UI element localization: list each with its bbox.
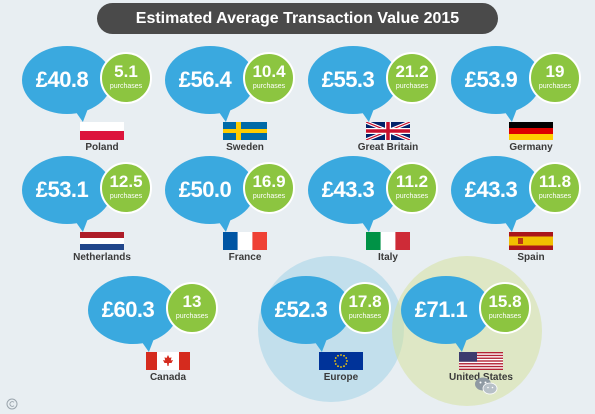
purchases-count: 5.1 bbox=[114, 62, 138, 81]
purchases-bubble: 11.2 purchases bbox=[386, 162, 438, 214]
purchases-count: 16.9 bbox=[252, 172, 286, 191]
country-card-netherlands: £53.1 12.5 purchases Netherlands bbox=[22, 156, 154, 268]
purchases-bubble: 5.1 purchases bbox=[100, 52, 152, 104]
purchases-label: purchases bbox=[252, 193, 286, 200]
purchases-label: purchases bbox=[538, 83, 572, 90]
purchases-label: purchases bbox=[395, 193, 429, 200]
purchases-count: 11.8 bbox=[538, 172, 572, 191]
value-bubble bbox=[308, 46, 398, 114]
purchases-count: 11.2 bbox=[395, 172, 429, 191]
country-card-canada: £60.3 13 purchases Canada bbox=[88, 276, 220, 388]
average-value: £43.3 bbox=[321, 177, 375, 202]
italy-flag-icon bbox=[366, 232, 410, 250]
sweden-flag-icon bbox=[223, 122, 267, 140]
purchases-count: 15.8 bbox=[488, 292, 522, 311]
value-bubble bbox=[88, 276, 178, 344]
country-card-united-states: £71.1 15.8 purchases United States bbox=[401, 276, 533, 388]
netherlands-flag-icon bbox=[80, 232, 124, 250]
purchases-label: purchases bbox=[348, 313, 382, 320]
country-name: Sweden bbox=[226, 142, 264, 153]
average-value: £53.1 bbox=[35, 177, 89, 202]
united-states-flag-icon bbox=[459, 352, 503, 370]
purchases-bubble: 11.8 purchases bbox=[529, 162, 581, 214]
canada-flag-icon bbox=[146, 352, 190, 370]
spain-flag-icon bbox=[509, 232, 553, 250]
purchases-bubble: 10.4 purchases bbox=[243, 52, 295, 104]
value-bubble bbox=[451, 156, 541, 224]
value-bubble bbox=[261, 276, 351, 344]
purchases-count: 21.2 bbox=[395, 62, 429, 81]
country-card-great-britain: £55.3 21.2 purchases Great Britain bbox=[308, 46, 440, 158]
purchases-count: 13 bbox=[182, 292, 202, 311]
value-bubble bbox=[308, 156, 398, 224]
purchases-label: purchases bbox=[395, 83, 429, 90]
value-bubble bbox=[22, 46, 112, 114]
country-name: Germany bbox=[509, 142, 553, 153]
value-bubble bbox=[401, 276, 491, 344]
country-name: Europe bbox=[323, 372, 359, 383]
country-name: Canada bbox=[149, 372, 187, 383]
purchases-bubble: 15.8 purchases bbox=[479, 282, 531, 334]
purchases-label: purchases bbox=[538, 193, 572, 200]
average-value: £40.8 bbox=[35, 67, 89, 92]
purchases-bubble: 21.2 purchases bbox=[386, 52, 438, 104]
germany-flag-icon bbox=[509, 122, 553, 140]
country-card-sweden: £56.4 10.4 purchases Sweden bbox=[165, 46, 297, 158]
average-value: £55.3 bbox=[321, 67, 375, 92]
average-value: £56.4 bbox=[178, 67, 232, 92]
purchases-bubble: 13 purchases bbox=[166, 282, 218, 334]
value-bubble bbox=[165, 156, 255, 224]
purchases-label: purchases bbox=[109, 83, 143, 90]
purchases-count: 10.4 bbox=[252, 62, 286, 81]
country-name: Spain bbox=[517, 252, 545, 263]
average-value: £43.3 bbox=[464, 177, 518, 202]
purchases-bubble: 19 purchases bbox=[529, 52, 581, 104]
purchases-label: purchases bbox=[175, 313, 209, 320]
country-name: Italy bbox=[377, 252, 398, 263]
purchases-count: 19 bbox=[545, 62, 565, 81]
purchases-label: purchases bbox=[488, 313, 522, 320]
average-value: £60.3 bbox=[101, 297, 155, 322]
average-value: £50.0 bbox=[178, 177, 232, 202]
purchases-bubble: 12.5 purchases bbox=[100, 162, 152, 214]
poland-flag-icon bbox=[80, 122, 124, 140]
purchases-count: 12.5 bbox=[109, 172, 143, 191]
purchases-label: purchases bbox=[109, 193, 143, 200]
average-value: £53.9 bbox=[464, 67, 518, 92]
value-bubble bbox=[165, 46, 255, 114]
watermark-copyright-icon bbox=[6, 398, 18, 410]
purchases-label: purchases bbox=[252, 83, 286, 90]
country-card-europe: £52.3 17.8 purchases Europe bbox=[261, 276, 393, 388]
great-britain-flag-icon bbox=[366, 122, 410, 140]
france-flag-icon bbox=[223, 232, 267, 250]
purchases-bubble: 16.9 purchases bbox=[243, 162, 295, 214]
value-bubble bbox=[451, 46, 541, 114]
country-card-italy: £43.3 11.2 purchases Italy bbox=[308, 156, 440, 268]
country-card-france: £50.0 16.9 purchases France bbox=[165, 156, 297, 268]
wechat-icon bbox=[475, 377, 498, 395]
purchases-count: 17.8 bbox=[348, 292, 382, 311]
country-name: Great Britain bbox=[357, 142, 419, 153]
country-name: France bbox=[228, 252, 262, 263]
country-card-spain: £43.3 11.8 purchases Spain bbox=[451, 156, 583, 268]
purchases-bubble: 17.8 purchases bbox=[339, 282, 391, 334]
country-card-poland: £40.8 5.1 purchases Poland bbox=[22, 46, 154, 158]
country-name: Netherlands bbox=[73, 252, 131, 263]
europe-flag-icon bbox=[319, 352, 363, 370]
value-bubble bbox=[22, 156, 112, 224]
country-card-germany: £53.9 19 purchases Germany bbox=[451, 46, 583, 158]
average-value: £71.1 bbox=[414, 297, 468, 322]
average-value: £52.3 bbox=[274, 297, 328, 322]
country-name: Poland bbox=[85, 142, 119, 153]
page-title: Estimated Average Transaction Value 2015 bbox=[97, 3, 498, 34]
country-name: United States bbox=[449, 372, 513, 383]
